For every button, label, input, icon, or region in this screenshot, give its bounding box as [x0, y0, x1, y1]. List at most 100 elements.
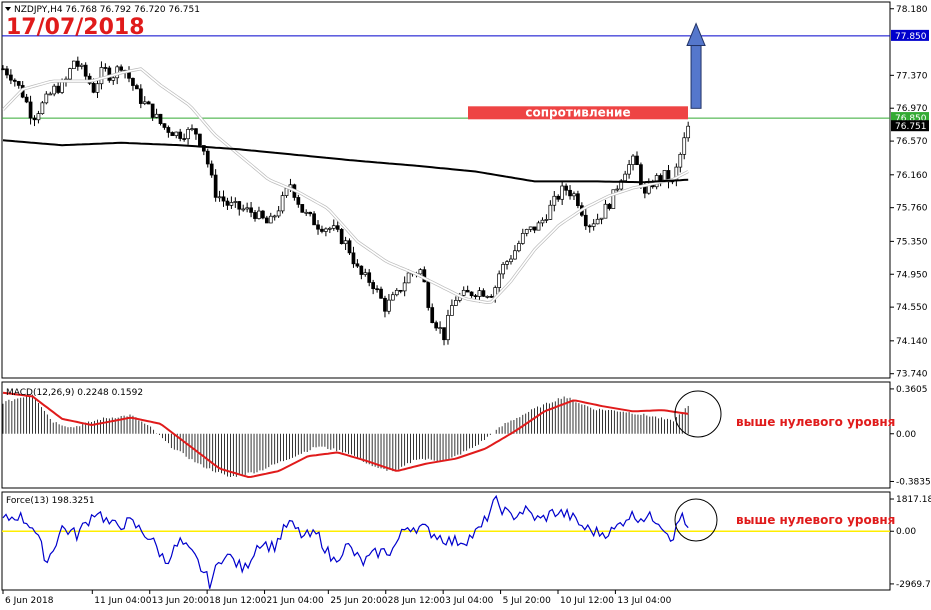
candle-body-155 [611, 189, 616, 209]
candle-body-135 [532, 226, 537, 231]
candle-body-90 [355, 263, 360, 267]
x-tick-label-7: 3 Jul 04:00 [445, 596, 494, 606]
candle-body-173 [682, 137, 687, 155]
candle-body-68 [268, 215, 273, 224]
candle-body-111 [438, 327, 442, 329]
candle-body-59 [233, 201, 238, 203]
candle-body-37 [146, 101, 151, 105]
macd-signal-line [2, 391, 689, 479]
candle-body-110 [434, 322, 439, 329]
candle-body-150 [591, 223, 596, 227]
candle-body-66 [261, 210, 265, 219]
candle-body-161 [635, 155, 639, 166]
candle-body-121 [477, 290, 482, 297]
candle-body-153 [603, 203, 608, 219]
price-layer [1, 22, 890, 346]
force-annotation: выше нулевого уровня [736, 513, 895, 527]
candle-body-47 [186, 129, 190, 140]
candle-body-50 [198, 133, 202, 146]
price-tick-label-13: 73.740 [896, 370, 928, 380]
price-header: NZDJPY,H4 76.768 76.792 76.720 76.751 [14, 5, 200, 15]
candle-body-107 [422, 269, 427, 283]
candle-body-7 [28, 101, 33, 119]
candle-body-127 [501, 264, 505, 275]
candle-body-24 [95, 83, 100, 93]
candle-body-19 [75, 60, 80, 67]
candle-body-91 [359, 265, 364, 275]
candle-body-114 [450, 305, 454, 316]
candle-body-86 [339, 229, 344, 245]
price-tag-1 [891, 29, 929, 41]
candle-body-20 [79, 64, 84, 67]
candle-body-112 [442, 327, 446, 341]
candle-body-15 [60, 81, 64, 93]
candle-body-133 [524, 229, 529, 234]
candle-body-13 [52, 85, 57, 95]
candle-body-21 [83, 64, 88, 77]
candle-body-69 [272, 215, 277, 218]
force-tick-label-1: 0.00 [896, 527, 916, 537]
price-panel-frame [1, 1, 891, 379]
candle-body-144 [568, 189, 572, 197]
price-tag-label-5: 76.751 [895, 122, 927, 132]
candle-body-77 [304, 211, 309, 214]
candle-body-167 [658, 175, 663, 181]
x-tick-label-10: 13 Jul 04:00 [617, 596, 671, 606]
price-tick-label-10: 74.950 [896, 270, 928, 280]
price-tick-label-12: 74.140 [896, 337, 928, 347]
x-tick-label-6: 28 Jun 12:00 [388, 596, 445, 606]
candle-body-156 [615, 188, 620, 191]
dropdown-icon[interactable] [5, 7, 11, 11]
x-tick-label-1: 11 Jun 04:00 [94, 596, 151, 606]
arrow-shaft [690, 45, 702, 109]
ma-fast-line [2, 67, 689, 304]
price-tick-label-2: 77.370 [896, 71, 928, 81]
ma-slow-line [2, 139, 689, 184]
candle-body-54 [213, 174, 218, 198]
candle-body-88 [347, 240, 352, 254]
candle-body-93 [367, 272, 372, 283]
up-arrow-icon [686, 22, 706, 47]
candle-body-109 [430, 307, 435, 323]
resistance-box [468, 106, 688, 120]
candle-body-148 [583, 214, 588, 227]
candle-body-139 [548, 204, 553, 220]
candle-body-9 [36, 113, 41, 121]
candle-body-80 [316, 224, 320, 230]
price-tag-5 [891, 120, 929, 132]
macd-highlight-circle [674, 390, 722, 438]
candle-body-18 [72, 60, 76, 69]
candle-body-28 [111, 77, 116, 81]
candle-body-174 [686, 125, 691, 139]
x-tick-label-9: 10 Jul 12:00 [560, 596, 614, 606]
candle-body-108 [426, 281, 431, 308]
candle-body-113 [446, 315, 450, 341]
price-tick-label-0: 78.180 [896, 5, 928, 15]
candle-body-158 [623, 173, 628, 182]
candle-body-89 [351, 252, 356, 265]
force-layer [2, 494, 890, 589]
candle-body-157 [619, 180, 624, 190]
candle-body-27 [107, 67, 112, 81]
candle-body-146 [576, 193, 580, 207]
macd-tick-label-1: 0.00 [896, 430, 916, 440]
candle-body-160 [631, 155, 635, 165]
candle-body-95 [375, 288, 379, 291]
candle-body-159 [627, 164, 631, 175]
x-tick-label-4: 21 Jun 04:00 [267, 596, 324, 606]
price-tick-label-9: 75.350 [896, 237, 928, 247]
candle-body-168 [662, 170, 667, 181]
macd-tick-label-0: 0.3605 [896, 385, 928, 395]
x-tick-label-5: 25 Jun 20:00 [330, 596, 387, 606]
candle-body-117 [461, 289, 466, 296]
macd-layer [2, 391, 689, 479]
candle-body-140 [552, 195, 557, 206]
candle-body-67 [264, 217, 269, 224]
candle-body-137 [540, 219, 545, 224]
candle-body-48 [190, 128, 194, 130]
candle-body-81 [320, 228, 324, 232]
price-tick-label-7: 76.160 [896, 171, 928, 181]
x-tick-label-2: 13 Jun 20:00 [152, 596, 209, 606]
